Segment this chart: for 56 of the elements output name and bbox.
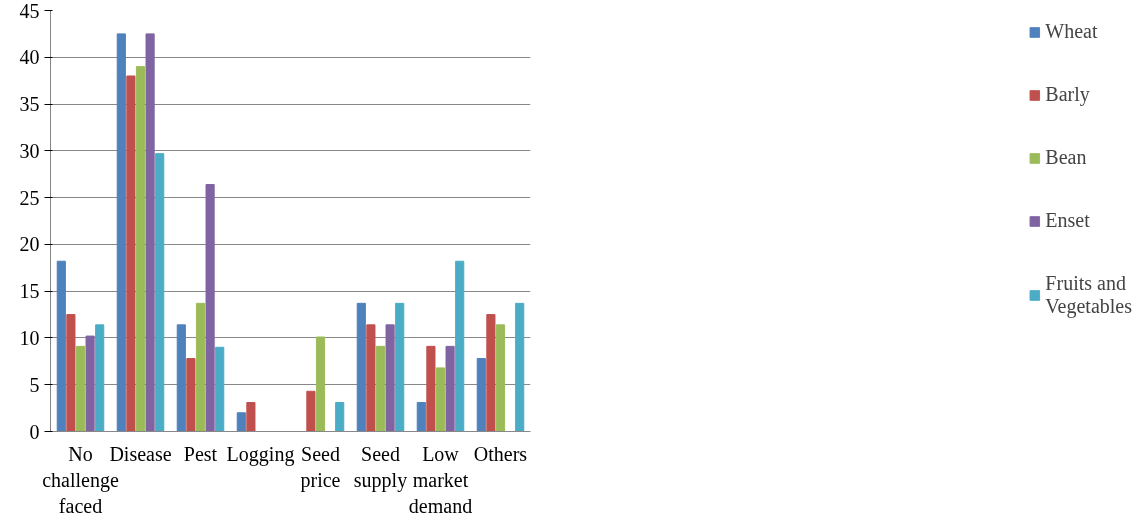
bar <box>416 402 426 432</box>
x-tick-label: Logging <box>226 442 295 466</box>
bar <box>375 345 386 432</box>
y-tick-label: 40 <box>19 46 40 69</box>
y-tick-label: 35 <box>19 93 40 116</box>
bar <box>85 335 95 432</box>
legend-label: Fruits and Vegetables <box>1045 272 1132 318</box>
legend-label: Enset <box>1045 209 1090 232</box>
bar <box>395 302 405 432</box>
bar <box>495 324 506 432</box>
bar <box>205 184 215 432</box>
x-tick-label: Low market demand <box>408 442 473 518</box>
bar <box>186 358 196 432</box>
legend-label: Wheat <box>1045 20 1098 43</box>
legend-label: Bean <box>1045 146 1087 169</box>
bar <box>315 336 326 432</box>
bar <box>56 260 66 432</box>
bar <box>116 33 126 432</box>
bar <box>195 302 206 432</box>
y-tick-label: 45 <box>19 0 40 22</box>
legend-label: Barly <box>1045 83 1090 106</box>
bar <box>135 66 146 432</box>
y-tick-label: 25 <box>19 186 40 209</box>
bar <box>356 302 366 432</box>
bar <box>246 402 256 432</box>
y-tick-label: 20 <box>19 233 40 256</box>
x-tick-label: Disease <box>109 442 172 465</box>
bar <box>145 33 155 432</box>
bar <box>515 302 525 432</box>
bar <box>435 367 446 432</box>
bar <box>366 324 376 432</box>
bar <box>445 345 455 432</box>
bar <box>476 358 486 432</box>
y-tick-label: 0 <box>29 420 40 443</box>
bar <box>455 260 465 432</box>
x-tick-label: Seed price <box>300 442 341 492</box>
x-tick-label: Others <box>473 442 528 465</box>
x-tick-label: Seed supply <box>353 442 408 492</box>
bar <box>75 345 86 432</box>
y-tick-label: 15 <box>19 280 40 303</box>
bar <box>215 346 225 432</box>
x-tick-label: Pest <box>183 442 218 465</box>
bar <box>66 314 76 432</box>
bar <box>306 390 316 432</box>
bar <box>95 324 105 432</box>
y-tick-label: 30 <box>19 139 40 162</box>
bar <box>155 153 165 432</box>
bar <box>126 75 136 432</box>
bar <box>426 345 436 432</box>
y-tick-label: 10 <box>19 326 40 349</box>
bar <box>335 402 345 432</box>
bar <box>486 314 496 432</box>
bar <box>385 324 395 432</box>
y-tick-label: 5 <box>29 373 40 396</box>
bar <box>176 324 186 432</box>
bar <box>236 412 246 432</box>
